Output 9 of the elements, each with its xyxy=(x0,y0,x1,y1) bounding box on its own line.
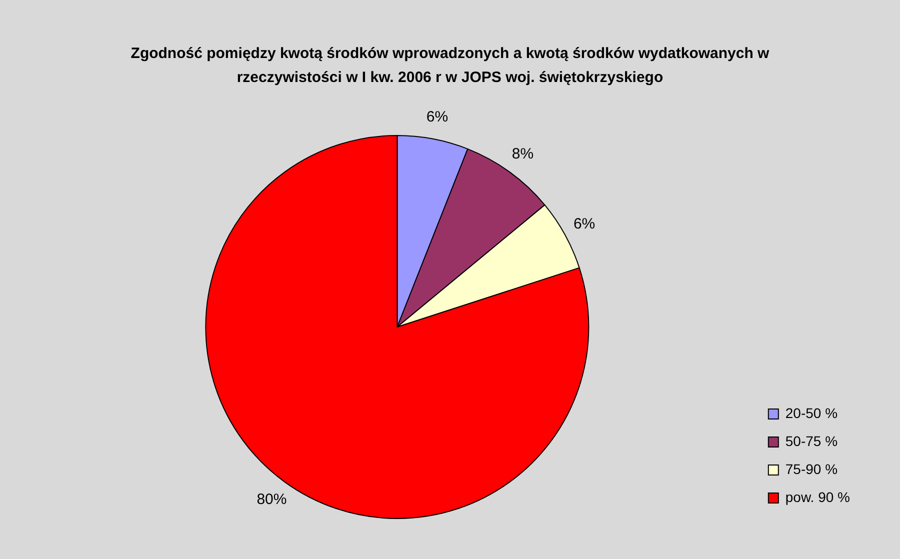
legend-label: pow. 90 % xyxy=(785,488,850,505)
legend-label: 75-90 % xyxy=(785,460,838,477)
data-label: 80% xyxy=(256,490,287,508)
legend-label: 50-75 % xyxy=(785,432,838,449)
chart-title: Zgodność pomiędzy kwotą środków wprowadzonych a kwotą środków wydatkowanych w rzeczywistości w I kw. 2006 r w JOPS woj. świętokrzyskiego xyxy=(130,44,770,88)
data-label: 6% xyxy=(426,108,448,126)
legend-label: 20-50 % xyxy=(785,404,838,421)
data-label: 6% xyxy=(573,215,596,232)
data-label: 8% xyxy=(512,145,534,162)
